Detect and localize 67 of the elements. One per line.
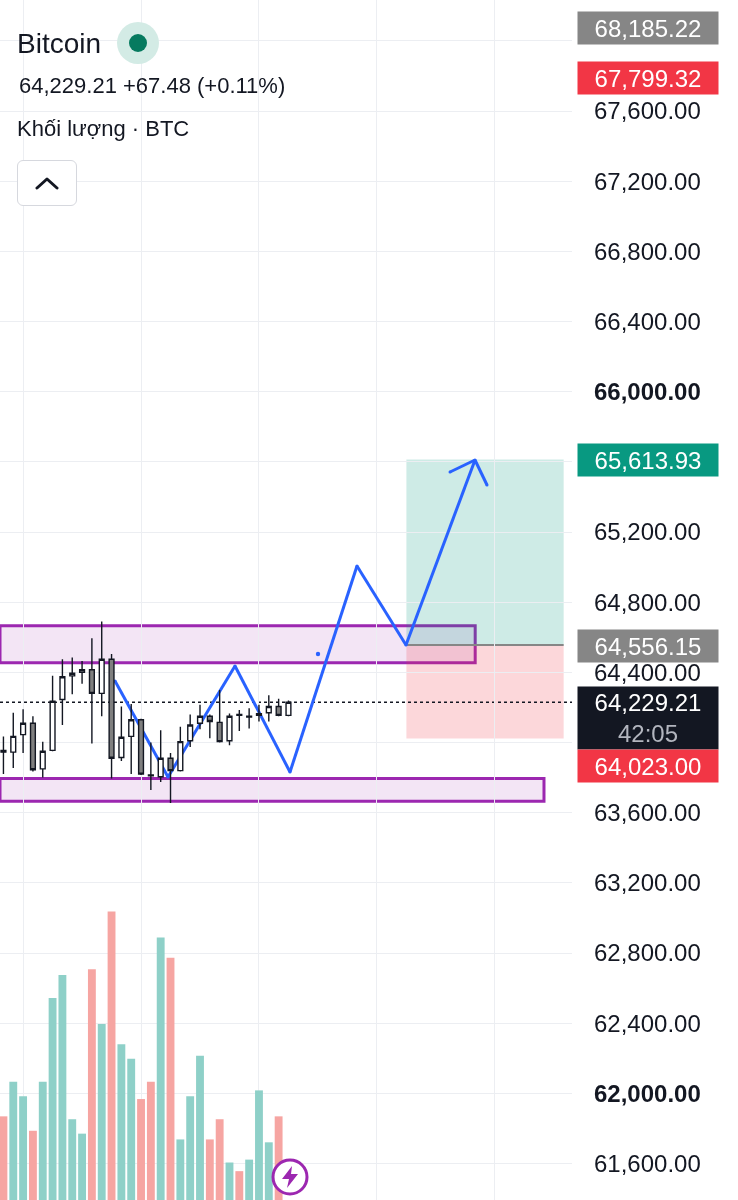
bar: [137, 1099, 145, 1200]
text: 64,229.21 +67.48 (+0.11%): [19, 73, 286, 98]
y-tick-label: 64,400.00: [594, 658, 701, 686]
bar: [235, 1171, 244, 1200]
bar: [78, 1133, 86, 1200]
candlestick: [19, 708, 27, 754]
bar: [117, 1044, 126, 1200]
candlestick: [39, 740, 46, 779]
candlestick: [69, 656, 76, 695]
candlestick: [196, 704, 204, 731]
bar: [264, 1142, 273, 1200]
candlestick: [255, 704, 263, 723]
bar: [19, 1096, 28, 1200]
candlestick: [187, 713, 194, 748]
bar: [205, 1139, 214, 1200]
bar: [156, 937, 165, 1200]
y-tick-label: 63,200.00: [594, 869, 701, 897]
y-tick-label: 66,400.00: [594, 307, 701, 335]
candlestick: [128, 703, 135, 775]
chart-title: Khối lượng · BTC: [17, 115, 190, 141]
ref-line-label: 64,556.15: [594, 632, 702, 660]
bar: [9, 1081, 18, 1200]
band-label: 64,023.00: [594, 752, 702, 780]
y-tick-label: 63,600.00: [594, 799, 701, 827]
bar: [245, 1159, 254, 1200]
y-tick-label: 61,600.00: [594, 1149, 701, 1177]
y-tick-label: 64,800.00: [594, 588, 701, 616]
candlestick: [10, 712, 17, 769]
candlestick: [0, 735, 7, 775]
candlestick: [157, 729, 164, 783]
bar: [215, 1119, 224, 1200]
y-tick-label: 65,200.00: [594, 518, 701, 546]
y-tick-label: 62,800.00: [594, 939, 701, 967]
bar: [68, 1119, 77, 1200]
candlestick: [206, 713, 213, 739]
bar: [97, 1024, 106, 1200]
bar: [87, 969, 96, 1200]
bar: [146, 1081, 155, 1200]
bar: [186, 1096, 195, 1200]
bar: [176, 1139, 185, 1200]
text: 67,799.32: [594, 64, 702, 92]
bar: [196, 1055, 204, 1200]
candlestick: [226, 712, 233, 746]
candlestick: [177, 726, 184, 773]
bar: [255, 1090, 263, 1200]
candlestick: [246, 707, 253, 730]
candlestick: [137, 718, 145, 776]
candlestick: [78, 660, 86, 685]
y-tick-label: 62,000.00: [594, 1079, 701, 1107]
bar: [28, 1130, 37, 1200]
candlestick: [236, 709, 243, 732]
bar: [127, 1058, 136, 1200]
y-tick-label: 66,800.00: [594, 237, 701, 265]
y-tick-label: 62,400.00: [594, 1009, 701, 1037]
candlestick: [118, 705, 125, 762]
ref-line-label: 64,229.21 42:05: [594, 688, 702, 748]
y-tick-label: 67,200.00: [594, 167, 701, 195]
band-label: 65,613.93: [594, 446, 702, 474]
text: Bitcoin: [17, 27, 102, 59]
candlestick: [29, 715, 37, 773]
text: 68,185.22: [594, 14, 702, 42]
bar: [0, 1116, 8, 1200]
y-tick-label: 66,000.00: [594, 378, 701, 406]
bar: [38, 1081, 47, 1200]
y-tick-label: 67,600.00: [594, 97, 701, 125]
candlestick: [147, 741, 154, 791]
collapse-button[interactable]: [17, 160, 77, 206]
